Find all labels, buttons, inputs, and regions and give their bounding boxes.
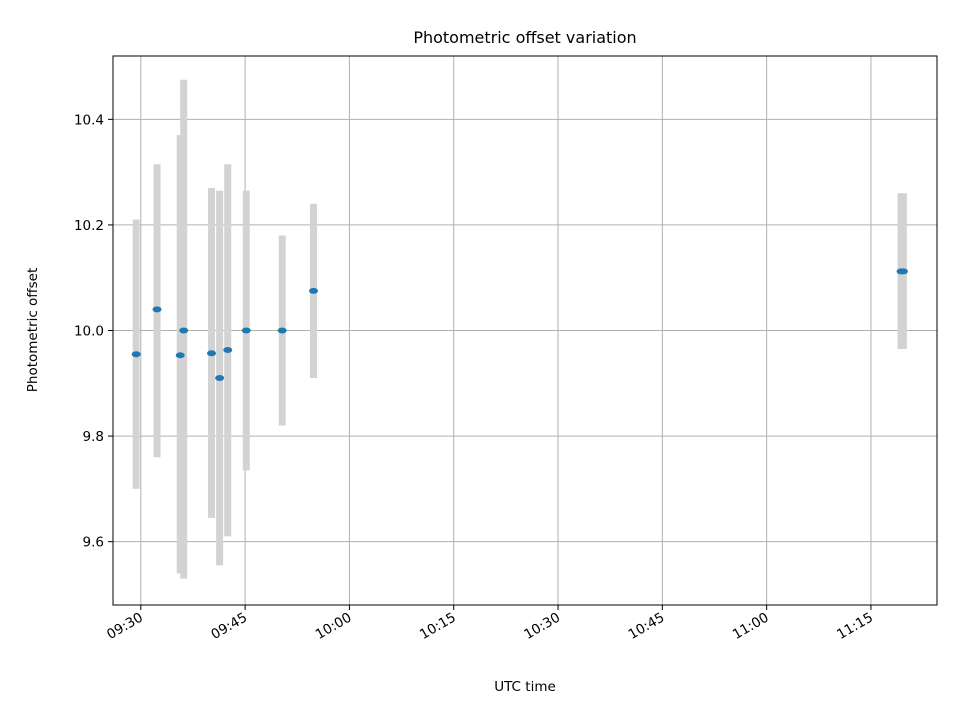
x-axis-label: UTC time bbox=[494, 679, 556, 695]
y-axis-label: Photometric offset bbox=[25, 268, 41, 392]
data-point bbox=[152, 306, 162, 313]
data-point bbox=[308, 287, 318, 294]
y-tick-label: 9.6 bbox=[83, 535, 104, 551]
data-points bbox=[131, 268, 908, 382]
y-tick-label: 9.8 bbox=[83, 429, 104, 445]
y-tick-label: 10.0 bbox=[74, 324, 104, 340]
data-point bbox=[175, 352, 185, 359]
chart-title: Photometric offset variation bbox=[413, 28, 636, 47]
data-point bbox=[223, 347, 233, 354]
y-tick-label: 10.2 bbox=[74, 218, 104, 234]
y-tick-label: 10.4 bbox=[74, 112, 104, 128]
data-point bbox=[179, 327, 189, 334]
data-point bbox=[277, 327, 287, 334]
data-point bbox=[207, 350, 217, 357]
data-point bbox=[215, 375, 225, 382]
data-point bbox=[131, 351, 141, 358]
data-point bbox=[898, 268, 908, 275]
data-point bbox=[241, 327, 251, 334]
